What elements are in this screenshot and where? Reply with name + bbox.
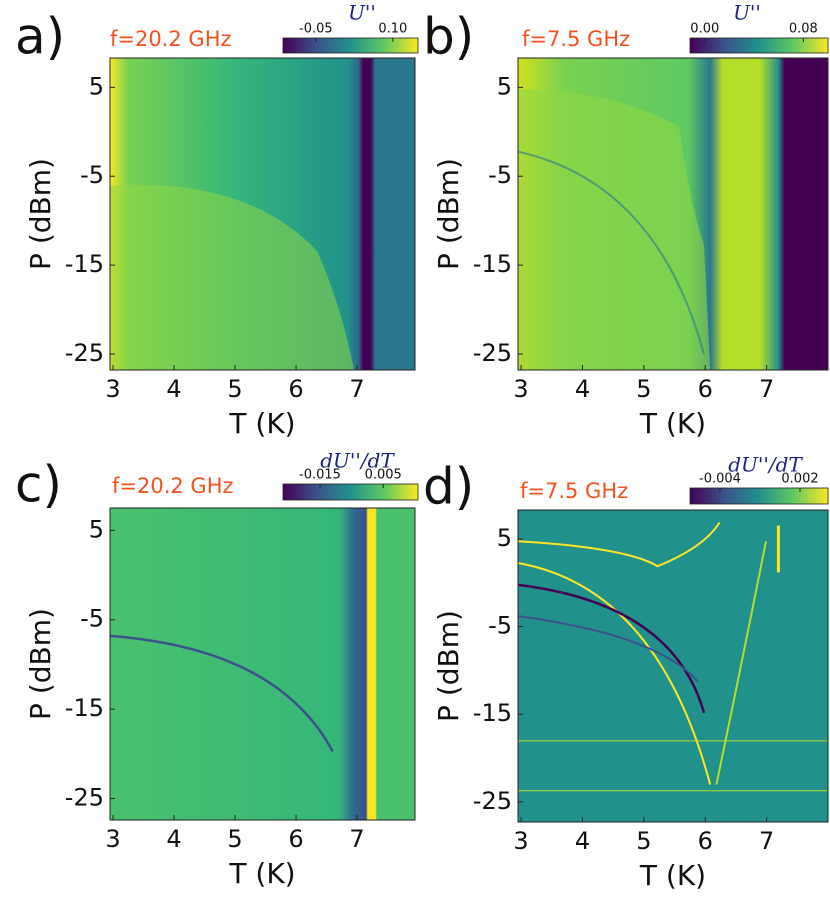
y-tick-label: 5 (497, 72, 512, 100)
colorbar-tick-label: 0.005 (365, 468, 402, 483)
panel-label: d) (423, 458, 474, 516)
colorbar-label: U'' (348, 1, 376, 25)
heatmap-line (517, 583, 706, 714)
colorbar (689, 37, 829, 54)
plot-frame (109, 57, 416, 371)
colorbar-tick-label: 0.00 (690, 22, 719, 37)
y-axis-label: P (dBm) (432, 158, 465, 270)
panel-label: c) (15, 456, 62, 514)
heatmap-line (517, 150, 705, 355)
y-tick-label: 5 (89, 515, 104, 543)
x-tick-label: 6 (698, 827, 713, 855)
plot-frame (109, 507, 416, 821)
x-tick-label: 7 (349, 375, 364, 403)
x-tick-label: 5 (227, 825, 242, 853)
x-tick-label: 5 (227, 375, 242, 403)
y-tick-label: -5 (80, 605, 104, 633)
colorbar-label: U'' (733, 1, 761, 25)
colorbar-tick-label: 0.08 (789, 22, 818, 37)
heatmap-line (517, 521, 721, 568)
y-tick-label: -25 (473, 339, 512, 367)
x-axis-label: T (K) (639, 407, 706, 440)
colorbar (689, 487, 829, 505)
plot-frame (517, 509, 829, 823)
annotation: f=20.2 GHz (112, 474, 234, 498)
x-tick-label: 4 (166, 375, 181, 403)
panel-label: b) (423, 8, 474, 66)
colorbar (282, 37, 419, 54)
heatmap-line (517, 615, 699, 683)
x-tick-label: 7 (349, 825, 364, 853)
x-axis-label: T (K) (228, 857, 295, 890)
y-tick-label: -25 (473, 787, 512, 815)
x-tick-label: 3 (105, 375, 120, 403)
y-tick-label: -25 (65, 784, 104, 812)
y-tick-label: -5 (80, 161, 104, 189)
x-tick-label: 4 (575, 375, 590, 403)
annotation: f=7.5 GHz (522, 27, 630, 51)
colorbar-tick-label: -0.004 (699, 472, 741, 487)
x-axis-label: T (K) (228, 407, 295, 440)
annotation: f=20.2 GHz (110, 27, 232, 51)
y-axis-label: P (dBm) (432, 610, 465, 722)
x-tick-label: 6 (288, 375, 303, 403)
x-axis-label: T (K) (639, 859, 706, 892)
y-tick-label: 5 (89, 72, 104, 100)
y-tick-label: -25 (65, 339, 104, 367)
y-tick-label: -5 (488, 612, 512, 640)
heatmap-line (517, 562, 712, 785)
heatmap-region (110, 184, 354, 370)
x-tick-label: 3 (513, 375, 528, 403)
heatmap-line (715, 541, 767, 785)
x-tick-label: 3 (513, 827, 528, 855)
annotation: f=7.5 GHz (520, 479, 628, 503)
x-tick-label: 7 (759, 375, 774, 403)
y-axis-label: P (dBm) (24, 158, 57, 270)
colorbar-tick-label: -0.05 (299, 22, 333, 37)
y-tick-label: -5 (488, 161, 512, 189)
y-tick-label: -15 (65, 250, 104, 278)
heatmap (110, 508, 415, 820)
colorbar-label: dU''/dT (728, 453, 803, 477)
x-tick-label: 6 (288, 825, 303, 853)
x-tick-label: 4 (166, 825, 181, 853)
panel-label: a) (15, 8, 65, 66)
plot-frame (517, 57, 829, 371)
colorbar-tick-label: 0.002 (781, 472, 818, 487)
x-tick-label: 4 (575, 827, 590, 855)
colorbar-tick-label: -0.015 (299, 468, 341, 483)
heatmap-line (109, 634, 334, 752)
colorbar-tick-label: 0.10 (378, 22, 407, 37)
heatmap-region (518, 510, 828, 822)
colorbar-label: dU''/dT (320, 449, 395, 473)
y-tick-label: -15 (473, 250, 512, 278)
y-axis-label: P (dBm) (24, 608, 57, 720)
x-tick-label: 6 (698, 375, 713, 403)
x-tick-label: 7 (759, 827, 774, 855)
colorbar (282, 483, 419, 501)
heatmap-region (518, 89, 711, 370)
y-tick-label: 5 (497, 524, 512, 552)
x-tick-label: 5 (636, 827, 651, 855)
x-tick-label: 5 (636, 375, 651, 403)
y-tick-label: -15 (65, 694, 104, 722)
x-tick-label: 3 (105, 825, 120, 853)
y-tick-label: -15 (473, 699, 512, 727)
